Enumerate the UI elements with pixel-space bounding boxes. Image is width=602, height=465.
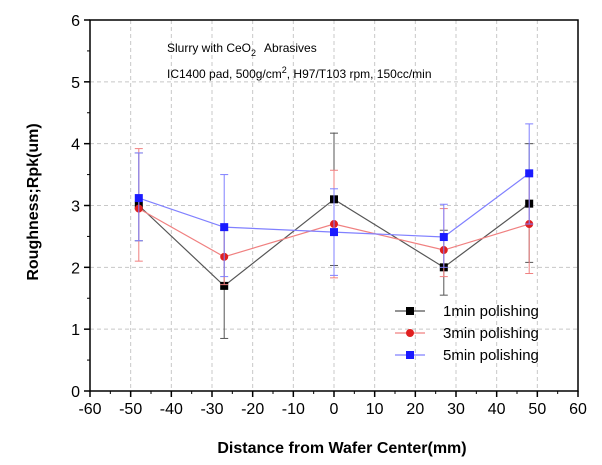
y-tick-label: 4 (71, 137, 80, 154)
y-tick-label: 3 (71, 199, 80, 216)
x-tick-label: -40 (160, 401, 183, 418)
data-point (220, 223, 229, 232)
data-series (134, 123, 534, 339)
y-tick-label: 2 (71, 260, 80, 277)
y-tick-label: 6 (71, 13, 80, 30)
x-tick-label: -60 (78, 401, 101, 418)
x-tick-label: 10 (366, 401, 384, 418)
y-tick-label: 0 (71, 384, 80, 401)
x-tick-label: 0 (330, 401, 339, 418)
axes: -60 -50 -40 -30 -20 -10 0 10 20 30 40 50 60 0 1 2 3 4 5 6 (71, 13, 587, 418)
x-tick-label: -30 (200, 401, 223, 418)
legend-label: 1min polishing (443, 303, 539, 320)
y-tick-label: 5 (71, 75, 80, 92)
x-tick-label: 30 (447, 401, 465, 418)
legend-marker (406, 307, 414, 315)
legend: 1min polishing 3min polishing 5min polishi… (395, 303, 539, 364)
data-point (330, 228, 338, 237)
y-tick-label: 1 (71, 322, 80, 339)
data-point (439, 233, 448, 242)
x-tick-label: -50 (119, 401, 142, 418)
annotation-slurry: Slurry with CeO2 Abrasives (167, 41, 317, 58)
annotation-conditions-tail: , H97/T103 rpm, 150cc/min (287, 67, 432, 81)
series-3 (134, 123, 534, 278)
x-tick-label: 50 (528, 401, 546, 418)
x-tick-label: 20 (406, 401, 424, 418)
legend-label: 5min polishing (443, 347, 539, 364)
annotation-slurry-main: Slurry with CeO (167, 41, 251, 55)
x-tick-label: 40 (488, 401, 506, 418)
annotation-slurry-subscript: 2 (251, 48, 256, 58)
grid-lines (90, 20, 578, 391)
x-tick-label: 60 (569, 401, 587, 418)
annotation-conditions-superscript: 2 (282, 65, 287, 75)
x-tick-label: -10 (282, 401, 305, 418)
data-point (134, 194, 143, 203)
legend-label: 3min polishing (443, 325, 539, 342)
legend-marker (406, 329, 414, 337)
data-point (525, 169, 534, 178)
annotation-conditions: IC1400 pad, 500g/cm2, H97/T103 rpm, 150c… (167, 65, 432, 81)
x-tick-label: -20 (241, 401, 264, 418)
y-axis-title: Roughness;Rpk(um) (25, 123, 42, 280)
data-point (220, 281, 229, 290)
annotation-conditions-main: IC1400 pad, 500g/cm (167, 67, 282, 81)
annotation-slurry-tail: Abrasives (264, 41, 317, 55)
legend-marker (406, 351, 414, 359)
x-axis-title: Distance from Wafer Center(mm) (217, 440, 466, 457)
